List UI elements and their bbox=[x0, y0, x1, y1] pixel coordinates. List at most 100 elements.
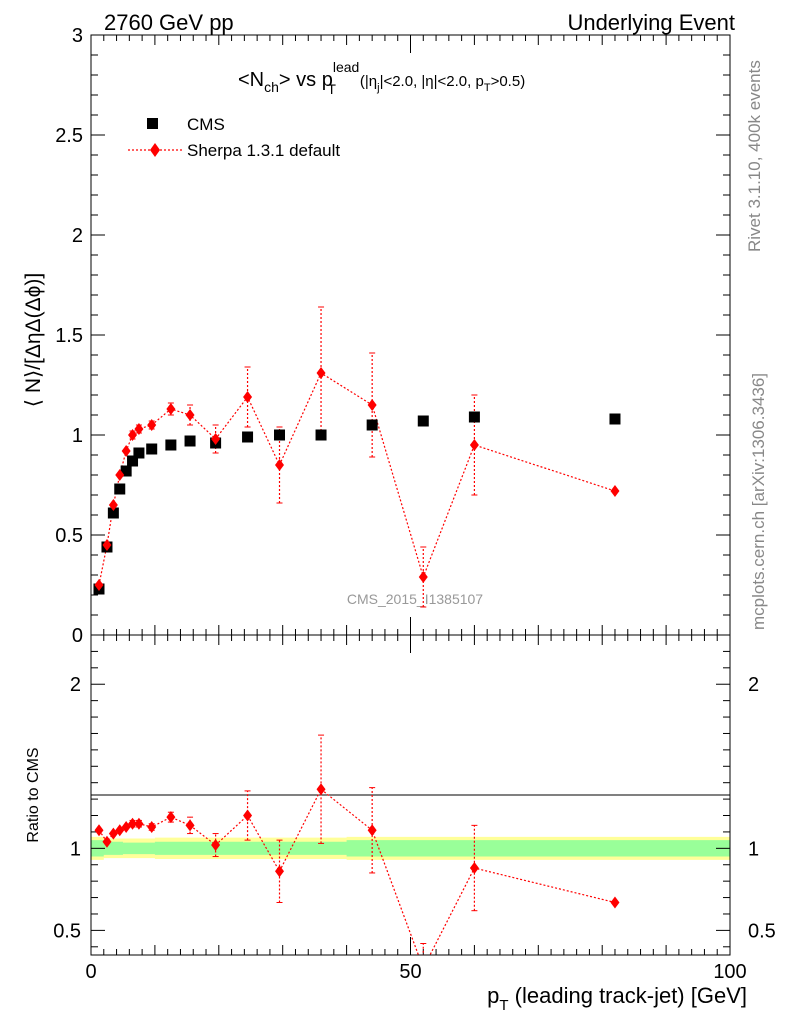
x-tick-labels: 0 50 100 bbox=[85, 961, 746, 983]
sherpa-point bbox=[275, 459, 285, 471]
title-sub-j: j bbox=[376, 82, 379, 94]
cms-point bbox=[468, 411, 480, 423]
title-part-c: (|η bbox=[360, 73, 377, 90]
main-ylabel: ⟨ N⟩/[ΔηΔ(Δϕ)] bbox=[22, 273, 45, 407]
ratio-line bbox=[98, 788, 616, 955]
main-ytick-label: 1 bbox=[72, 425, 83, 447]
xlabel-main: p bbox=[487, 983, 499, 1008]
ratio-point bbox=[610, 896, 620, 909]
title-part-b: > vs p bbox=[279, 69, 333, 91]
cms-point bbox=[315, 429, 327, 441]
rivet-label: Rivet 3.1.10, 400k events bbox=[745, 60, 764, 252]
legend-cms-label: CMS bbox=[187, 115, 225, 134]
cms-point bbox=[133, 447, 145, 459]
cms-point bbox=[242, 431, 254, 443]
main-ytick-label: 1.5 bbox=[55, 325, 83, 347]
ratio-point bbox=[469, 862, 479, 875]
cms-point bbox=[127, 455, 139, 467]
title-part-e: >0.5) bbox=[491, 73, 526, 90]
ratio-band-inner bbox=[91, 840, 730, 857]
sherpa-point bbox=[243, 391, 253, 403]
main-ytick-label: 0.5 bbox=[55, 525, 83, 547]
cms-point bbox=[165, 439, 177, 451]
x-tick-label: 50 bbox=[399, 961, 421, 983]
ratio-point bbox=[185, 819, 195, 832]
main-ytick-label: 2 bbox=[72, 225, 83, 247]
ratio-point bbox=[367, 824, 377, 837]
mcplots-label: mcplots.cern.ch [arXiv:1306.3436] bbox=[749, 373, 768, 630]
legend-sherpa-label: Sherpa 1.3.1 default bbox=[187, 141, 340, 160]
header-right: Underlying Event bbox=[567, 10, 735, 35]
cms-point bbox=[184, 435, 196, 447]
sherpa-point bbox=[211, 433, 221, 445]
sherpa-point bbox=[108, 499, 118, 511]
ratio-point bbox=[316, 783, 326, 796]
legend-cms-marker bbox=[147, 118, 158, 129]
x-axis-label: pT (leading track-jet) [GeV] bbox=[487, 983, 747, 1014]
xlabel-rest: (leading track-jet) [GeV] bbox=[509, 983, 747, 1008]
ratio-series bbox=[94, 734, 620, 955]
xlabel-sub: T bbox=[499, 997, 508, 1014]
sherpa-point bbox=[102, 539, 112, 551]
title-part-d: |<2.0, |η|<2.0, p bbox=[380, 73, 484, 90]
ratio-ytick-label-right: 0.5 bbox=[748, 920, 776, 942]
cms-point bbox=[609, 413, 621, 425]
sherpa-point bbox=[469, 439, 479, 451]
legend-sherpa-marker bbox=[150, 143, 160, 157]
ratio-ylabel: Ratio to CMS bbox=[25, 747, 42, 842]
ratio-ytick-label-right: 1 bbox=[748, 838, 759, 860]
ratio-point bbox=[147, 821, 157, 833]
cms-point bbox=[114, 483, 126, 495]
x-tick-label: 100 bbox=[713, 961, 746, 983]
ratio-point bbox=[134, 817, 144, 830]
ratio-point bbox=[128, 817, 138, 830]
ratio-ytick-label-right: 2 bbox=[748, 674, 759, 696]
ratio-band bbox=[91, 836, 730, 860]
cms-point bbox=[417, 415, 429, 427]
sherpa-point bbox=[94, 579, 104, 591]
sherpa-point bbox=[418, 571, 428, 583]
x-tick-label: 0 bbox=[85, 961, 96, 983]
title-sub-t2: T bbox=[484, 82, 491, 94]
ratio-point bbox=[94, 824, 104, 837]
cms-point bbox=[274, 429, 286, 441]
ratio-ytick-labels: 0.5 0.5 1 1 2 2 bbox=[53, 674, 776, 942]
ratio-ytick-label-left: 2 bbox=[70, 674, 81, 696]
sherpa-point bbox=[610, 485, 620, 497]
ratio-point bbox=[102, 835, 112, 848]
sherpa-point bbox=[134, 423, 144, 435]
ratio-ytick-label-left: 1 bbox=[70, 838, 81, 860]
sherpa-line bbox=[98, 372, 616, 586]
legend: CMS Sherpa 1.3.1 default bbox=[128, 115, 340, 160]
ratio-point bbox=[166, 811, 176, 824]
main-ticks bbox=[90, 34, 731, 636]
main-ytick-labels: 0 0.5 1 1.5 2 2.5 3 bbox=[55, 25, 83, 647]
main-ytick-label: 2.5 bbox=[55, 125, 83, 147]
ratio-point bbox=[121, 821, 131, 833]
cms-point bbox=[366, 419, 378, 431]
ratio-ticks bbox=[90, 635, 731, 955]
ratio-point bbox=[243, 809, 253, 822]
header-left: 2760 GeV pp bbox=[104, 10, 234, 35]
sherpa-point bbox=[367, 399, 377, 411]
ratio-panel: 0.5 0.5 1 1 2 2 0 50 100 Ratio to CMS pT (leadi… bbox=[25, 634, 776, 1014]
ratio-ytick-label-left: 0.5 bbox=[53, 920, 81, 942]
main-ytick-label: 3 bbox=[72, 25, 83, 47]
main-data bbox=[93, 306, 621, 608]
ratio-data bbox=[94, 734, 620, 955]
main-panel: 0 0.5 1 1.5 2 2.5 3 ⟨ N⟩/[ΔηΔ(Δϕ)] <Nch> vs pl… bbox=[22, 25, 731, 647]
cms-point bbox=[146, 443, 158, 455]
cms-point bbox=[120, 465, 132, 477]
title-sub-ch: ch bbox=[264, 79, 279, 95]
cms-point bbox=[107, 507, 119, 519]
title-part-a: <N bbox=[238, 69, 264, 91]
ratio-point bbox=[211, 839, 221, 852]
sherpa-point bbox=[185, 409, 195, 421]
sherpa-point bbox=[147, 419, 157, 431]
main-title: <Nch> vs plead T (|ηj|<2.0, |η|<2.0, pT>0.… bbox=[238, 59, 525, 97]
title-sup-lead: lead bbox=[333, 59, 359, 75]
sherpa-point bbox=[115, 469, 125, 481]
main-ytick-label: 0 bbox=[72, 625, 83, 647]
sherpa-point bbox=[166, 403, 176, 415]
